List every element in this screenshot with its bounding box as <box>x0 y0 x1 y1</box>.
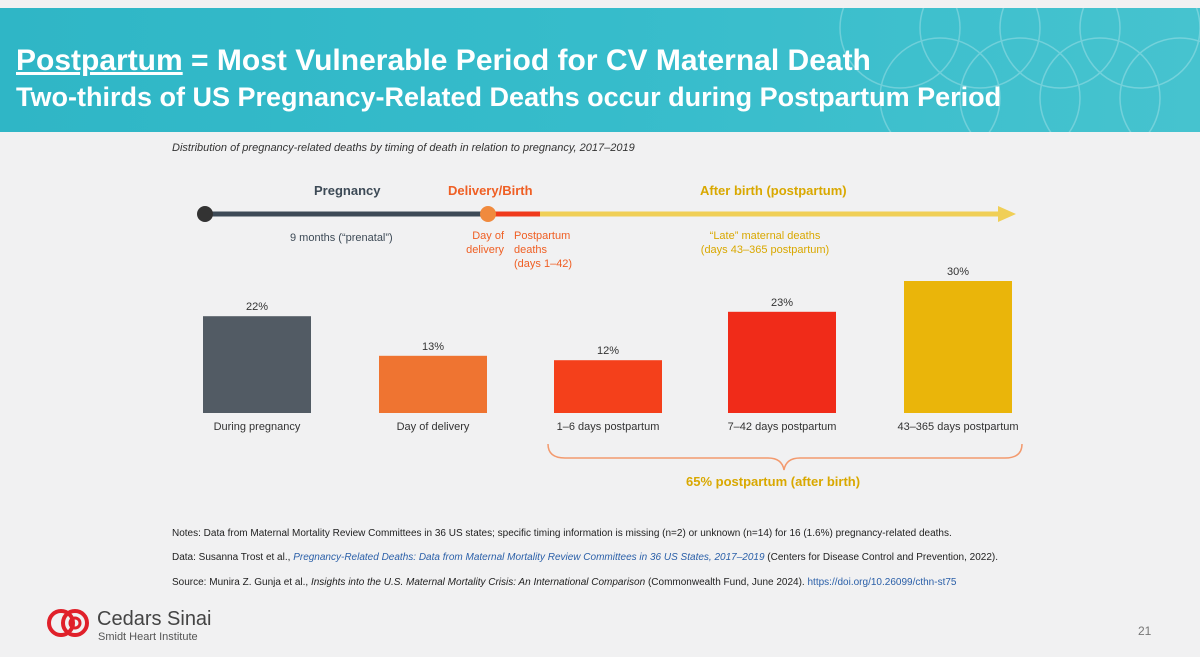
banner-decoration <box>839 8 1200 132</box>
phase-postpartum: After birth (postpartum) <box>700 183 847 198</box>
brand-subtitle: Smidt Heart Institute <box>98 631 198 643</box>
bar-during-pregnancy <box>203 316 311 413</box>
bar-1-6-days-postpartum <box>554 360 662 413</box>
value-label-1-6-days-postpartum: 12% <box>597 345 619 357</box>
page-number: 21 <box>1138 624 1152 638</box>
timeline-delivery-dot <box>480 206 496 222</box>
label-prenatal: 9 months (“prenatal”) <box>290 232 393 244</box>
value-label-during-pregnancy: 22% <box>246 301 268 313</box>
category-label-1-6-days-postpartum: 1–6 days postpartum <box>557 421 660 433</box>
timeline-start-dot <box>197 206 213 222</box>
data-citation: Data: Susanna Trost et al., Pregnancy-Re… <box>172 552 998 563</box>
slide-title: Postpartum = Most Vulnerable Period for … <box>16 44 871 78</box>
bar-day-of-delivery <box>379 355 487 413</box>
label-late-line1: “Late” maternal deaths <box>709 230 821 242</box>
phase-pregnancy: Pregnancy <box>314 183 381 198</box>
data-suffix: (Centers for Disease Control and Prevent… <box>764 552 998 563</box>
label-day-of-line2: delivery <box>466 244 504 256</box>
data-prefix: Data: Susanna Trost et al., <box>172 552 294 563</box>
category-label-day-of-delivery: Day of delivery <box>397 421 470 433</box>
title-banner: Postpartum = Most Vulnerable Period for … <box>0 8 1200 132</box>
label-pp-line1: Postpartum <box>514 230 571 242</box>
source-title: Insights into the U.S. Maternal Mortalit… <box>310 577 646 588</box>
chart-title: Distribution of pregnancy-related deaths… <box>172 142 635 154</box>
postpartum-bracket <box>547 443 1023 471</box>
label-late-line2: (days 43–365 postpartum) <box>700 244 830 256</box>
bar-7-42-days-postpartum <box>728 311 836 413</box>
phase-delivery: Delivery/Birth <box>448 183 533 198</box>
slide-subtitle: Two-thirds of US Pregnancy-Related Death… <box>16 82 1002 112</box>
source-citation: Source: Munira Z. Gunja et al., Insights… <box>172 577 956 588</box>
bars-group: 22% During pregnancy 13% Day of delivery 12%… <box>203 266 1019 433</box>
category-label-during-pregnancy: During pregnancy <box>214 421 301 433</box>
label-pp-line3: (days 1–42) <box>514 258 573 270</box>
title-underlined-word: Postpartum <box>16 44 183 77</box>
category-label-43-365-days-postpartum: 43–365 days postpartum <box>897 421 1018 433</box>
value-label-day-of-delivery: 13% <box>422 341 444 353</box>
source-link[interactable]: https://doi.org/10.26099/cthn-st75 <box>807 577 957 588</box>
label-pp-line2: deaths <box>514 244 548 256</box>
source-suffix: (Commonwealth Fund, June 2024). <box>645 577 808 588</box>
title-rest: = Most Vulnerable Period for CV Maternal… <box>182 44 871 77</box>
data-title: Pregnancy-Related Deaths: Data from Mate… <box>293 552 765 563</box>
label-late-deaths: “Late” maternal deaths (days 43–365 post… <box>690 229 840 257</box>
cedars-sinai-logo-icon <box>47 609 89 637</box>
label-postpartum-deaths: Postpartum deaths (days 1–42) <box>514 229 572 271</box>
label-day-of-line1: Day of <box>472 230 504 242</box>
notes-line: Notes: Data from Maternal Mortality Revi… <box>172 528 952 539</box>
source-prefix: Source: Munira Z. Gunja et al., <box>172 577 311 588</box>
value-label-43-365-days-postpartum: 30% <box>947 266 969 278</box>
label-day-of-delivery: Day of delivery <box>460 229 504 257</box>
timeline-arrow-head <box>998 206 1016 222</box>
brand-name: Cedars Sinai <box>97 608 212 630</box>
value-label-7-42-days-postpartum: 23% <box>771 297 793 309</box>
category-label-7-42-days-postpartum: 7–42 days postpartum <box>728 421 837 433</box>
postpartum-annotation: 65% postpartum (after birth) <box>686 474 861 489</box>
bar-43-365-days-postpartum <box>904 281 1012 413</box>
